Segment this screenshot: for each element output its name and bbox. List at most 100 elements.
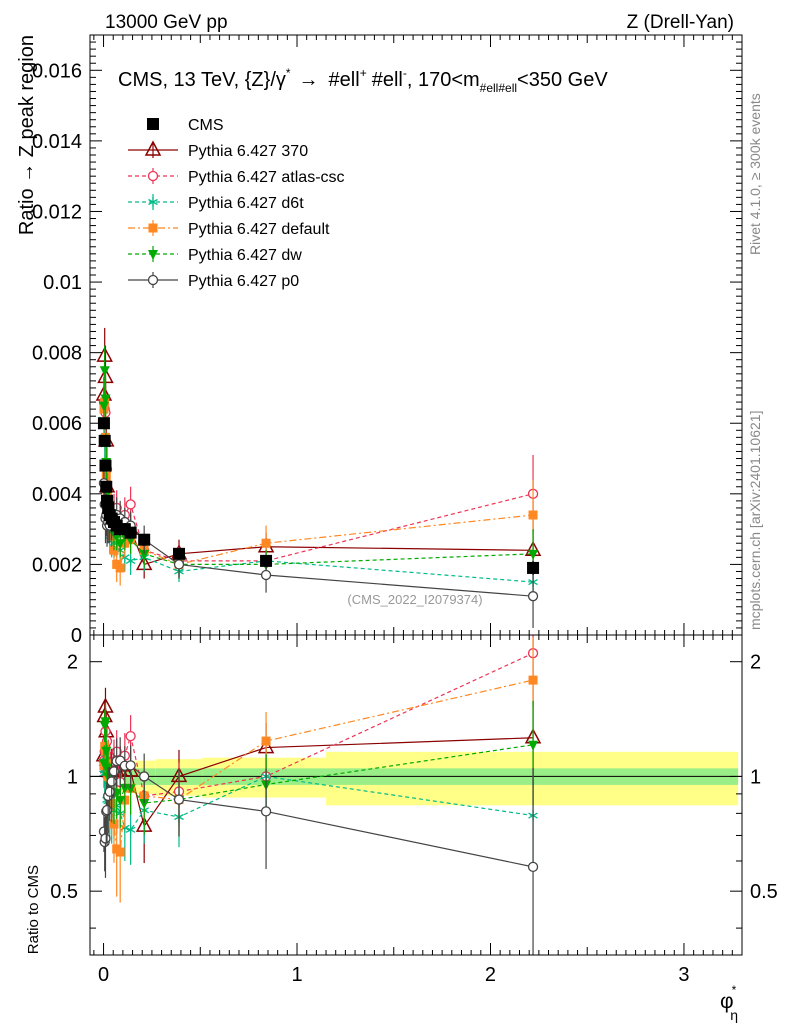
plot-title-plus: + xyxy=(360,66,367,80)
plot-title-mid: , 170<m xyxy=(407,69,480,91)
series-line-pythia-6-427-atlas-csc xyxy=(103,401,534,562)
ratio-point-pythia-6-427-default xyxy=(115,847,125,857)
point-cms xyxy=(98,434,111,447)
ratio-axes: 0 1 2 3 0.5 0.5 1 1 2 2 xyxy=(50,635,778,986)
legend-label-pythia-6-427-d6t: Pythia 6.427 d6t xyxy=(188,195,304,212)
ratio-point-pythia-6-427-default xyxy=(261,736,271,746)
legend-label-pythia-6-427-dw: Pythia 6.427 dw xyxy=(188,247,302,264)
legend-marker-pythia-6-427-d6t-stroke xyxy=(148,198,158,206)
ratio-tick-label-right: 2 xyxy=(750,652,761,674)
legend-item-pythia-6-427-p0: Pythia 6.427 p0 xyxy=(128,272,299,290)
legend-marker-pythia-6-427-default xyxy=(148,223,158,233)
legend-label-pythia-6-427-p0: Pythia 6.427 p0 xyxy=(188,273,299,290)
ratio-tick-label-right: 1 xyxy=(750,766,761,788)
legend-item-cms: CMS xyxy=(147,117,224,134)
legend-marker-pythia-6-427-dw xyxy=(148,250,158,260)
header-right-label: Z (Drell-Yan) xyxy=(627,12,734,33)
legend-item-pythia-6-427-atlas-csc: Pythia 6.427 atlas-csc xyxy=(128,168,345,186)
point-cms xyxy=(124,526,137,539)
y-tick-label: 0 xyxy=(71,625,82,647)
plot-title-ellp: #ell xyxy=(329,69,360,91)
x-axis-label-main: φ xyxy=(720,990,734,1013)
y-tick-label: 0.01 xyxy=(43,272,82,294)
ratio-uncertainty-band xyxy=(90,751,742,806)
legend: CMS Pythia 6.427 370 Pythia 6.427 atlas-cs… xyxy=(128,117,345,290)
series-line-pythia-6-427-p0 xyxy=(103,483,534,597)
ratio-point-pythia-6-427-dw xyxy=(125,784,136,795)
x-tick-label: 3 xyxy=(678,964,689,986)
y-tick-label: 0.014 xyxy=(32,131,82,153)
legend-label-pythia-6-427-370: Pythia 6.427 370 xyxy=(188,143,308,160)
series-line-pythia-6-427-370 xyxy=(103,356,534,566)
x-axis-label: φ* η xyxy=(720,983,738,1023)
ratio-point-pythia-6-427-d6t-stroke xyxy=(125,826,136,833)
point-cms xyxy=(97,417,110,430)
ratio-tick-label-left: 0.5 xyxy=(50,881,78,903)
point-cms xyxy=(260,554,273,567)
series-line-pythia-6-427-dw xyxy=(103,370,534,566)
watermark: (CMS_2022_I2079374) xyxy=(347,592,482,607)
ratio-point-pythia-6-427-p0 xyxy=(100,833,111,844)
point-cms xyxy=(172,547,185,560)
point-pythia-6-427-p0 xyxy=(260,569,272,581)
point-pythia-6-427-p0 xyxy=(173,559,185,570)
header-left-label: 13000 GeV pp xyxy=(105,12,228,33)
point-pythia-6-427-dw xyxy=(100,394,111,405)
point-cms xyxy=(99,459,112,472)
series-line-pythia-6-427-d6t xyxy=(103,419,534,583)
ratio-y-axis-label: Ratio to CMS xyxy=(25,865,42,954)
point-pythia-6-427-dw xyxy=(115,539,126,550)
y-axis-label: Ratio → Z peak region xyxy=(16,35,38,235)
x-tick-label: 1 xyxy=(291,964,302,986)
ratio-point-pythia-6-427-p0 xyxy=(104,786,115,797)
main-plot-marks xyxy=(95,327,542,628)
x-axis-label-sup: * xyxy=(732,983,737,997)
ratio-point-pythia-6-427-dw xyxy=(115,796,126,807)
point-pythia-6-427-p0 xyxy=(527,591,539,602)
legend-label-cms: CMS xyxy=(188,117,224,134)
plot-title: CMS, 13 TeV, {Z}/γ* → #ell+ #ell-, 170<m#el… xyxy=(118,66,608,95)
ratio-point-pythia-6-427-dw xyxy=(528,740,539,751)
legend-marker-pythia-6-427-370 xyxy=(144,140,162,156)
point-pythia-6-427-default xyxy=(261,538,271,548)
point-pythia-6-427-d6t xyxy=(125,555,136,566)
legend-item-pythia-6-427-d6t: Pythia 6.427 d6t xyxy=(128,194,304,212)
point-pythia-6-427-dw xyxy=(528,549,539,560)
plot-title-gamma: γ xyxy=(276,69,286,91)
ratio-point-pythia-6-427-d6t xyxy=(125,824,136,835)
y-tick-label: 0.012 xyxy=(32,201,82,223)
y-tick-label: 0.008 xyxy=(32,343,82,365)
ratio-point-pythia-6-427-dw xyxy=(139,798,150,809)
plot-title-sub: #ell#ell xyxy=(480,81,517,95)
ratio-point-pythia-6-427-atlas-csc xyxy=(125,730,136,742)
ratio-plot-frame xyxy=(89,634,743,956)
legend-marker-pythia-6-427-d6t xyxy=(148,197,158,207)
legend-item-pythia-6-427-370: Pythia 6.427 370 xyxy=(128,140,308,160)
plot-title-end: <350 GeV xyxy=(517,69,608,91)
point-cms xyxy=(100,480,113,493)
ratio-tick-label-left: 1 xyxy=(67,766,78,788)
ratio-point-pythia-6-427-p0 xyxy=(527,861,539,873)
legend-marker-cms xyxy=(147,118,159,130)
ratio-plot-marks xyxy=(95,635,542,955)
y-tick-label: 0.002 xyxy=(32,554,82,576)
series-line-pythia-6-427-default xyxy=(103,401,534,570)
point-pythia-6-427-dw xyxy=(99,366,110,377)
ratio-plot-panel: 0 1 2 3 0.5 0.5 1 1 2 2 Ratio to CMS φ* η xyxy=(25,634,778,1023)
ratio-point-pythia-6-427-p0 xyxy=(260,806,272,817)
plot-title-arrow: → xyxy=(299,69,319,91)
point-pythia-6-427-d6t-stroke xyxy=(125,557,136,564)
ratio-point-pythia-6-427-dw xyxy=(101,746,112,757)
ratio-tick-label-left: 2 xyxy=(67,652,78,674)
point-pythia-6-427-default xyxy=(115,563,125,573)
legend-item-pythia-6-427-default: Pythia 6.427 default xyxy=(128,220,330,238)
mcplots-label: mcplots.cern.ch [arXiv:2401.10621] xyxy=(747,411,763,630)
point-pythia-6-427-atlas-csc xyxy=(125,499,136,510)
legend-label-pythia-6-427-default: Pythia 6.427 default xyxy=(188,221,330,238)
plot-title-ellm: #ell xyxy=(372,69,403,91)
ratio-point-pythia-6-427-p0 xyxy=(106,776,117,787)
ratio-point-pythia-6-427-default xyxy=(528,675,538,685)
legend-item-pythia-6-427-dw: Pythia 6.427 dw xyxy=(128,246,302,264)
ratio-point-pythia-6-427-p0 xyxy=(139,771,150,782)
